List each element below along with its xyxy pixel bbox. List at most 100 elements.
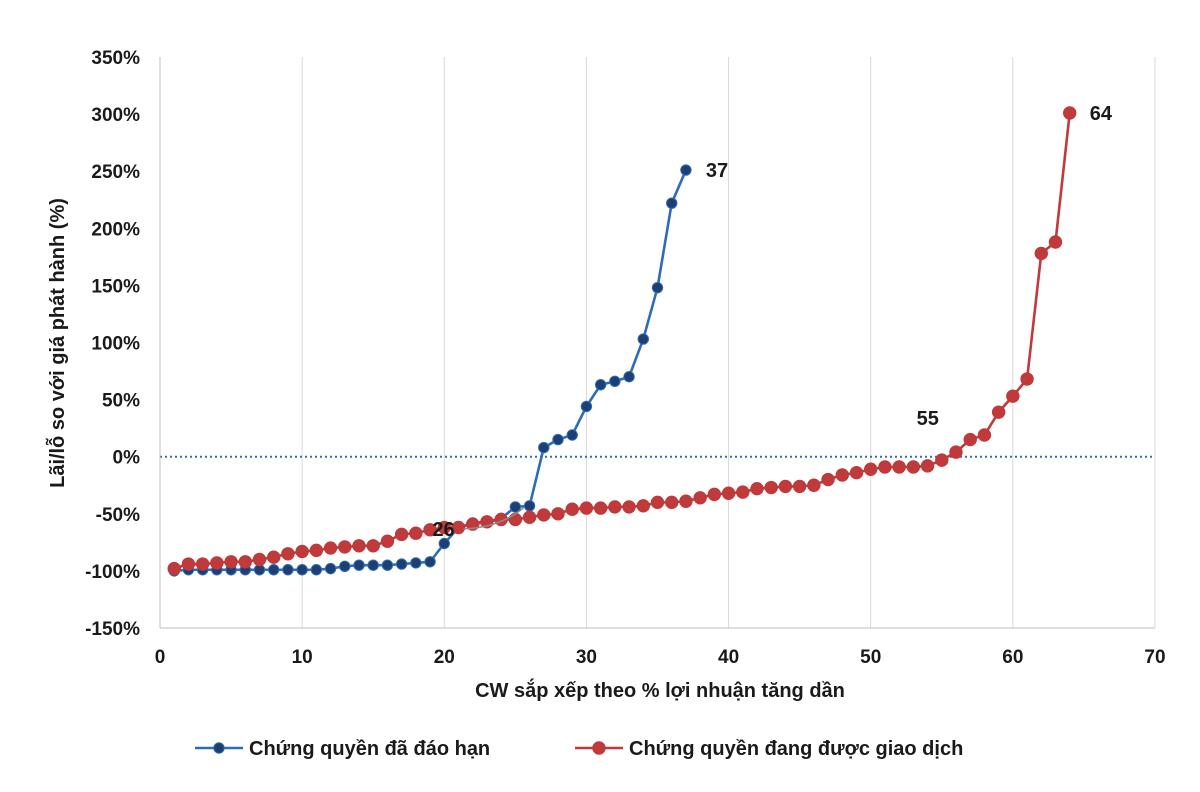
legend-label-2: Chứng quyền đang được giao dịch <box>629 738 963 760</box>
series-2-point <box>181 557 196 571</box>
annotation-leader-line <box>463 507 525 530</box>
series-2-point <box>977 428 992 442</box>
annotation-label: 55 <box>917 408 939 430</box>
x-tick-label: 40 <box>718 647 739 668</box>
series-2-point <box>309 543 324 558</box>
series-2-point <box>338 540 352 554</box>
series-2-point <box>224 555 238 569</box>
series-2-point <box>437 520 451 535</box>
series-line-1 <box>174 169 688 573</box>
series-1-point <box>523 500 536 512</box>
series-1-point <box>339 560 351 573</box>
series-2-point <box>821 472 835 487</box>
annotation-layer: 37 64 55 26 <box>432 103 1112 541</box>
series-2-point <box>537 508 551 522</box>
x-tick-label: 0 <box>155 647 166 668</box>
series-1-point <box>651 281 664 294</box>
x-tick-label: 10 <box>292 647 313 668</box>
series-2-point <box>323 541 338 555</box>
series-2-point <box>949 445 963 459</box>
series-1-point <box>509 501 522 513</box>
x-tick-label: 70 <box>1144 647 1165 668</box>
x-tick-label: 30 <box>576 647 597 668</box>
y-tick-label: 100% <box>91 334 140 355</box>
y-tick-label: 250% <box>91 162 140 183</box>
y-tick-label: 300% <box>91 105 140 126</box>
series-2-point <box>593 501 608 515</box>
series-2-point <box>167 561 181 576</box>
series-2-point <box>736 485 750 499</box>
series-2-point <box>423 523 437 537</box>
series-2-point <box>892 460 906 474</box>
series-layer <box>167 106 1077 577</box>
series-2-point <box>366 539 380 553</box>
series-2-point <box>963 432 977 447</box>
legend: Chứng quyền đã đáo hạn Chứng quyền đang đ… <box>195 738 963 760</box>
series-1-point <box>381 559 394 571</box>
series-2-point <box>721 486 736 500</box>
series-2-point <box>1048 235 1063 249</box>
series-2-point <box>750 481 764 496</box>
series-2-point <box>409 526 423 540</box>
series-2-point <box>579 501 594 515</box>
series-1-point <box>310 564 323 576</box>
series-2-point <box>238 555 252 569</box>
series-1-point <box>282 564 294 576</box>
grid-layer <box>160 57 1156 628</box>
x-tick-label: 20 <box>434 647 455 668</box>
series-1-point <box>410 557 422 569</box>
series-1-point <box>552 433 564 446</box>
series-2-point <box>295 544 309 559</box>
series-1-point <box>566 429 578 441</box>
series-2-point <box>792 479 807 494</box>
series-2-point <box>920 459 935 473</box>
series-2-point <box>508 512 523 527</box>
series-1-point <box>438 537 450 550</box>
series-1-point <box>424 556 436 568</box>
series-2-point <box>1020 372 1034 386</box>
annotation-label: 37 <box>706 160 728 182</box>
annotation-label: 64 <box>1090 103 1113 125</box>
series-2-point <box>210 556 224 570</box>
series-1-point <box>367 559 379 571</box>
series-1-point <box>637 333 649 345</box>
series-1-point <box>594 379 607 391</box>
series-1-point <box>623 371 635 383</box>
series-1-point <box>538 441 550 454</box>
series-2-point <box>565 502 579 516</box>
series-line-2 <box>173 112 1072 570</box>
series-2-point <box>1034 246 1048 261</box>
y-tick-label: 200% <box>91 219 140 240</box>
series-2-point <box>650 495 665 510</box>
series-1-point <box>680 164 692 176</box>
y-axis-title: Lãi/lỗ so với giá phát hành (%) <box>45 198 69 488</box>
series-2-point <box>665 495 679 510</box>
y-tick-label: -50% <box>96 505 140 526</box>
series-2-point <box>195 557 210 571</box>
series-2-point <box>608 500 622 514</box>
legend-marker-1 <box>213 742 225 754</box>
series-2-point <box>622 500 636 514</box>
y-tick-label: -100% <box>85 562 140 583</box>
y-tick-label: 0% <box>113 448 141 469</box>
series-2-point <box>778 479 793 494</box>
series-1-point <box>395 558 408 570</box>
series-1-point <box>324 562 337 575</box>
series-2-point <box>636 499 650 513</box>
series-2-point <box>835 468 849 482</box>
series-2-point <box>906 460 921 474</box>
series-2-point <box>935 453 949 467</box>
series-2-point <box>267 550 281 564</box>
series-2-point <box>522 510 537 524</box>
series-2-point <box>551 507 565 521</box>
x-tick-label: 50 <box>860 647 881 668</box>
annotation-label: 26 <box>432 519 454 541</box>
series-2-point <box>352 539 366 553</box>
x-axis-title: CW sắp xếp theo % lợi nhuận tăng dần <box>475 678 845 702</box>
series-2-point <box>394 527 409 542</box>
series-2-point <box>380 534 395 548</box>
series-2-point <box>991 405 1006 419</box>
series-2-point <box>281 547 295 561</box>
